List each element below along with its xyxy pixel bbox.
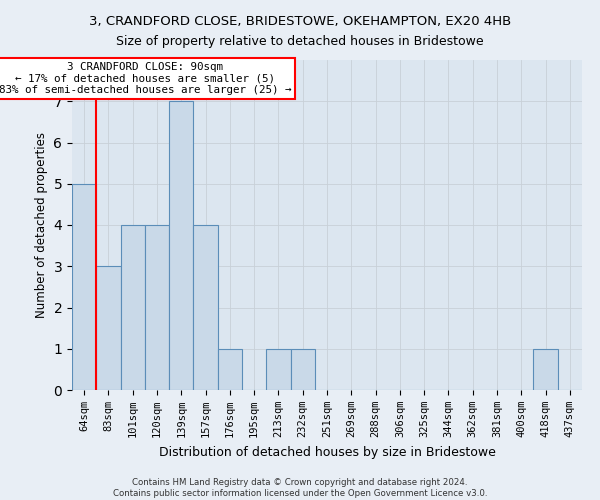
- Text: 3, CRANDFORD CLOSE, BRIDESTOWE, OKEHAMPTON, EX20 4HB: 3, CRANDFORD CLOSE, BRIDESTOWE, OKEHAMPT…: [89, 15, 511, 28]
- Text: 3 CRANDFORD CLOSE: 90sqm
← 17% of detached houses are smaller (5)
83% of semi-de: 3 CRANDFORD CLOSE: 90sqm ← 17% of detach…: [0, 62, 291, 95]
- Bar: [290, 349, 315, 390]
- Bar: [533, 349, 558, 390]
- Bar: [96, 266, 121, 390]
- Bar: [169, 101, 193, 390]
- Bar: [266, 349, 290, 390]
- Bar: [193, 225, 218, 390]
- Bar: [72, 184, 96, 390]
- X-axis label: Distribution of detached houses by size in Bridestowe: Distribution of detached houses by size …: [158, 446, 496, 458]
- Bar: [218, 349, 242, 390]
- Bar: [145, 225, 169, 390]
- Y-axis label: Number of detached properties: Number of detached properties: [35, 132, 48, 318]
- Bar: [121, 225, 145, 390]
- Text: Size of property relative to detached houses in Bridestowe: Size of property relative to detached ho…: [116, 35, 484, 48]
- Text: Contains HM Land Registry data © Crown copyright and database right 2024.
Contai: Contains HM Land Registry data © Crown c…: [113, 478, 487, 498]
